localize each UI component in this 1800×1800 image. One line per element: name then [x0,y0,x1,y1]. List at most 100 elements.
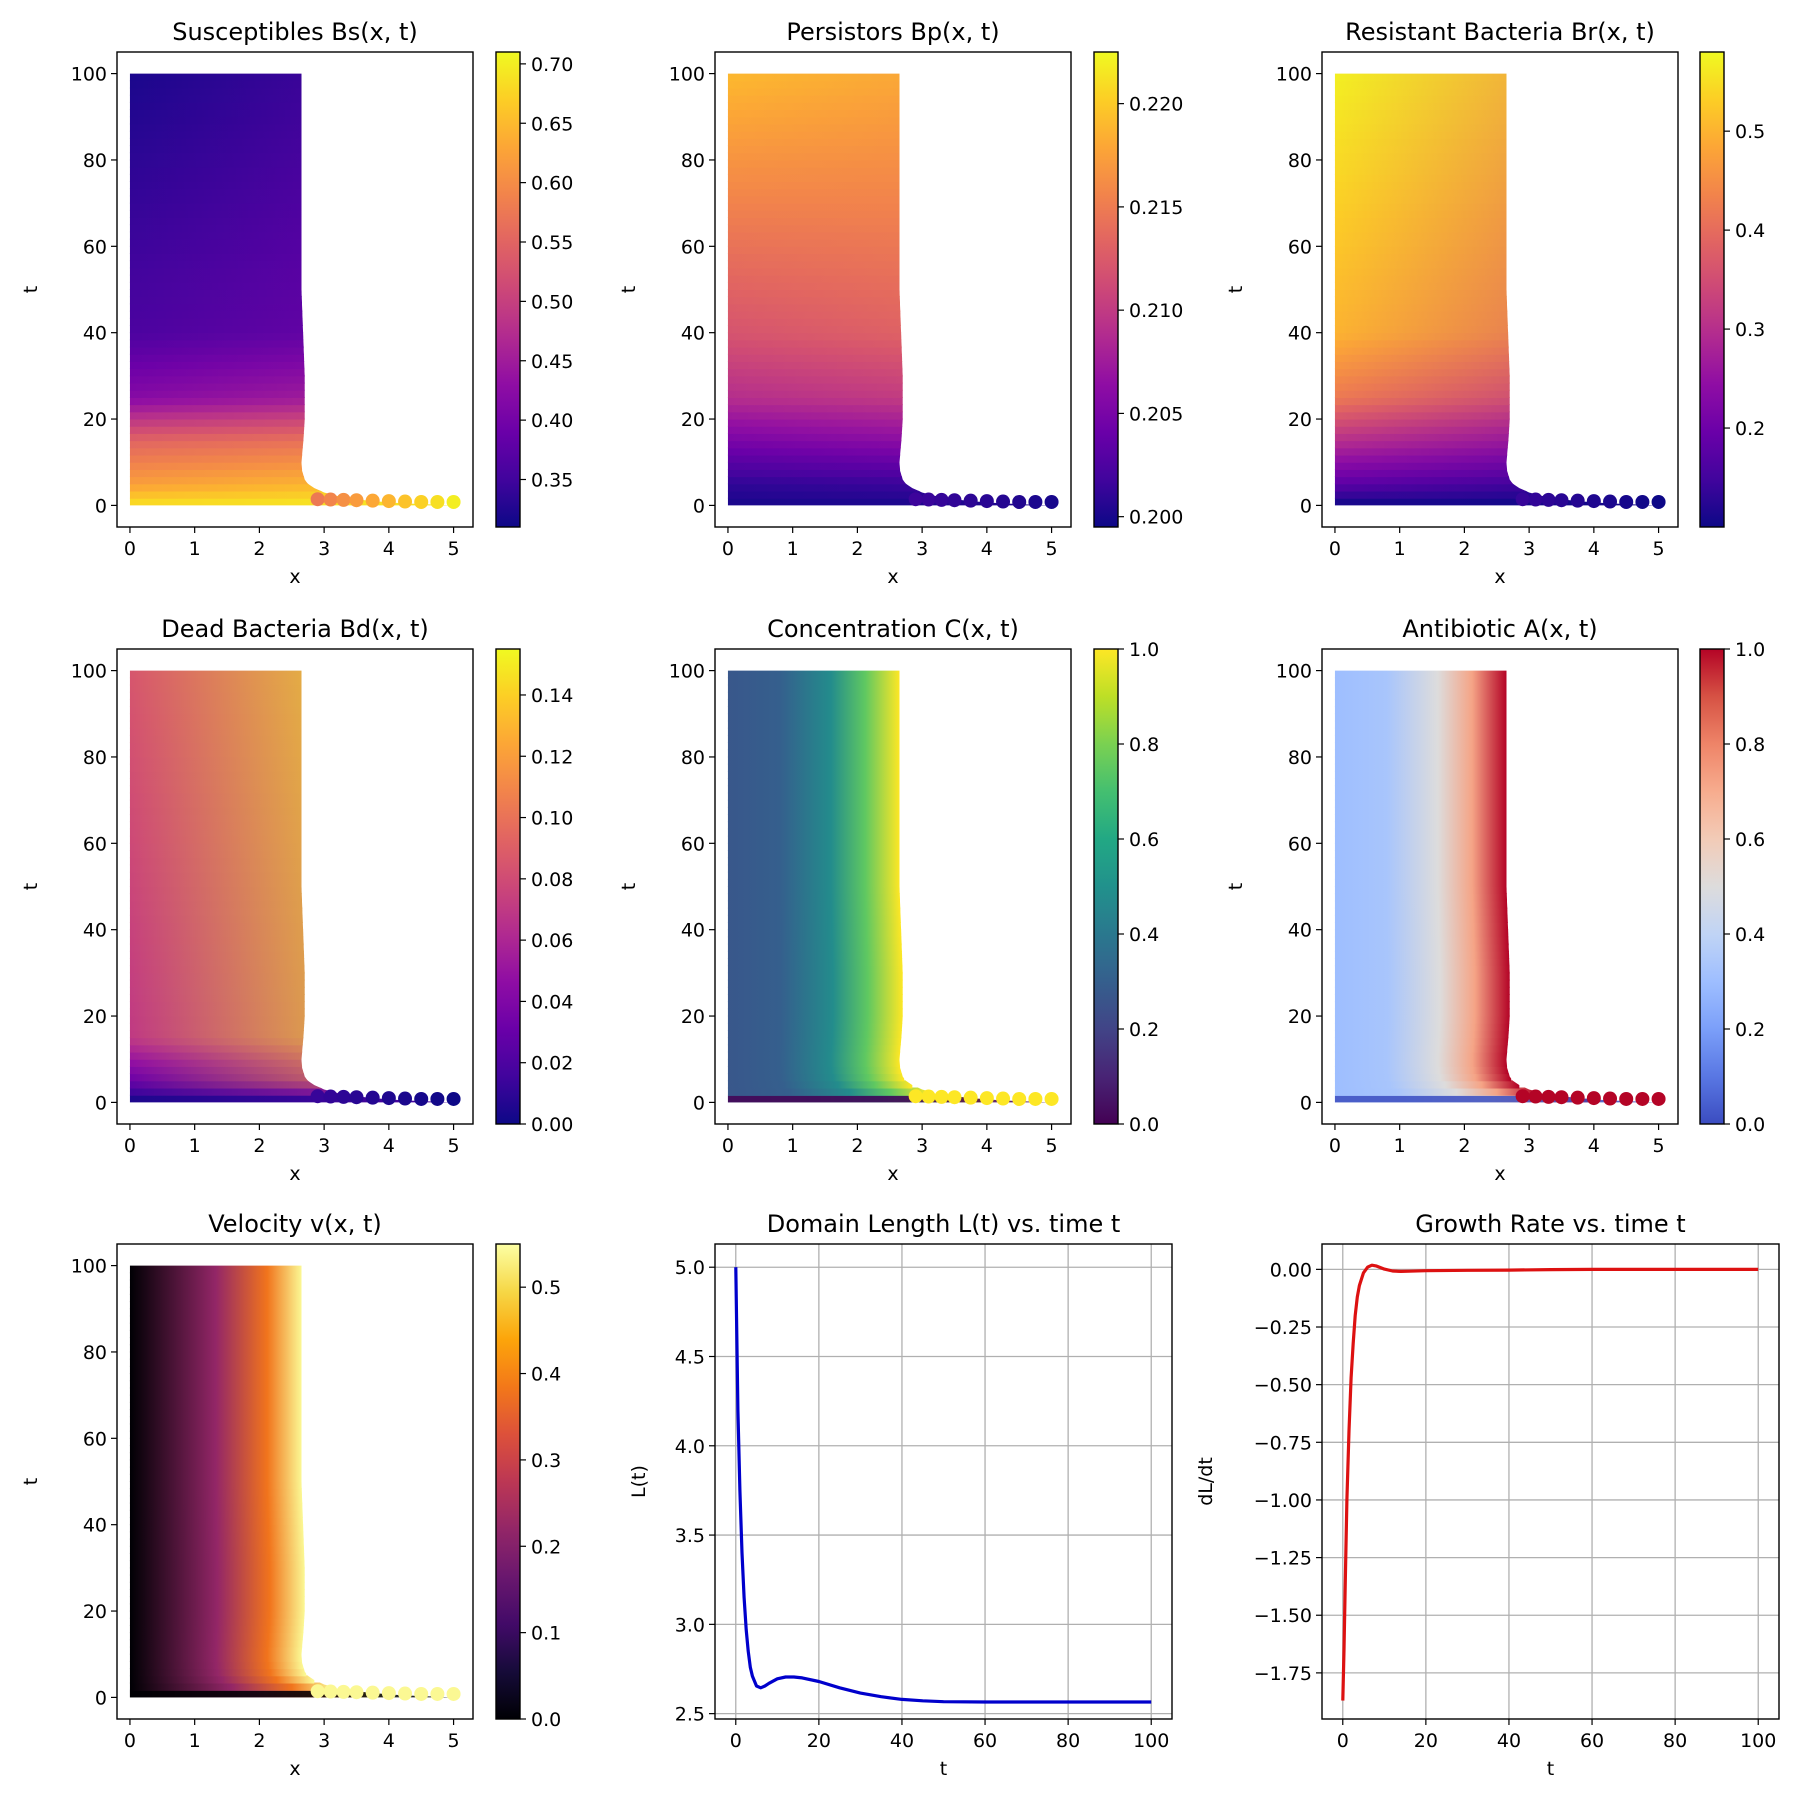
heatmap-band [727,238,1052,247]
x-tick-label: 100 [1133,1730,1169,1752]
heatmap-band [727,440,1052,449]
heatmap-band [129,1675,315,1684]
heatmap-initial-strip [727,1095,1052,1103]
x-tick-label: 4 [383,1135,395,1157]
heatmap-band [129,1531,305,1540]
heatmap-band [1334,116,1659,125]
x-tick-label: 80 [1056,1730,1080,1752]
x-tick-label: 1 [1394,1135,1406,1157]
heatmap-band [129,684,454,693]
heatmap-band [129,1473,303,1482]
x-tick-label: 60 [1580,1730,1604,1752]
tail-marker [323,1089,338,1104]
heatmap-band [727,447,1052,456]
heatmap-band [727,476,1052,485]
heatmap-band [129,440,454,449]
tail-marker [1570,493,1585,508]
heatmap-panel-1: 0 1 2 3 4 5 0 20 40 60 80 100 Susceptibles Bs(x, t) x… [20,18,573,588]
heatmap-band [1334,188,1659,197]
y-tick-label: 40 [681,920,705,942]
heatmap-field [129,1265,454,1698]
tail-marker [1528,1089,1543,1104]
y-tick-label: 40 [1288,323,1312,345]
colorbar-tick-label: 0.200 [1129,507,1183,529]
y-tick-label: 60 [83,833,107,855]
heatmap-band [129,425,454,434]
axes-frame [1321,1243,1780,1720]
heatmap-band [129,943,454,952]
heatmap-band [129,454,454,463]
colorbar: 0.0 0.2 0.4 0.6 0.8 1.0 [1093,639,1159,1136]
heatmap-band [727,1001,904,1010]
heatmap-band [727,73,1052,82]
x-tick-label: 5 [1653,538,1665,560]
heatmap-band [129,1308,303,1317]
heatmap-band [129,986,454,995]
heatmap-band [1334,440,1659,449]
x-tick-label: 5 [448,1135,460,1157]
heatmap-band [1334,1037,1510,1046]
heatmap-band [129,1560,306,1569]
tail-marker [1603,1091,1618,1106]
tail-marker [398,1091,413,1106]
heatmap-band [129,864,454,873]
y-tick-label: 4.0 [675,1436,705,1458]
heatmap-band [1334,245,1659,255]
heatmap-band [129,1344,303,1353]
heatmap-band [727,972,904,981]
y-tick-label: −0.50 [1254,1375,1312,1397]
tail-marker [1541,492,1556,507]
tail-marker [1541,1089,1556,1104]
heatmap-band [129,756,454,765]
tail-marker [381,1091,396,1106]
heatmap-band [1334,195,1659,204]
heatmap-band [727,375,1052,384]
heatmap-band [1334,1029,1510,1039]
heatmap-band [129,1094,454,1103]
x-axis-label: x [887,566,898,588]
heatmap-band [1334,857,1508,866]
y-tick-label: 40 [1288,920,1312,942]
heatmap-band [1334,907,1509,916]
heatmap-band [129,1588,306,1598]
heatmap-band [129,181,454,190]
heatmap-band [129,289,454,298]
heatmap-band [727,1065,902,1075]
heatmap-band [129,742,454,751]
heatmap-band [129,957,454,967]
heatmap-initial-strip [129,1690,454,1698]
y-tick-label: 0 [95,495,107,517]
heatmap-band [1334,411,1659,420]
heatmap-panel-3: 0 1 2 3 4 5 0 20 40 60 80 100 Resistant Bacteria Br(… [1225,18,1765,588]
heatmap-band [1334,73,1659,82]
heatmap-band [129,217,454,226]
heatmap-band [1334,749,1508,758]
heatmap-band [727,166,1052,175]
colorbar-tick-label: 0.2 [1735,1019,1765,1041]
heatmap-band [1334,1008,1511,1017]
heatmap-band [1334,979,1511,988]
heatmap-band [727,806,901,816]
heatmap-band [1334,152,1659,161]
heatmap-band [727,245,1052,255]
heatmap-band [129,1624,305,1634]
heatmap-band [129,1668,307,1677]
heatmap-band [727,425,1052,434]
chart-title: Dead Bacteria Bd(x, t) [161,615,429,643]
x-tick-label: 3 [916,1135,928,1157]
heatmap-band [129,1423,303,1432]
heatmap-band [727,1051,901,1060]
heatmap-band [1334,993,1511,1003]
heatmap-band [129,749,454,758]
x-tick-label: 1 [787,538,799,560]
heatmap-band [727,742,901,751]
tail-marker [1586,494,1601,509]
tail-marker [908,1089,923,1104]
tail-marker [1044,494,1059,509]
y-tick-label: 100 [71,661,107,683]
heatmap-band [129,821,454,830]
heatmap-band [727,778,901,787]
y-tick-label: 4.5 [675,1347,705,1369]
heatmap-band [1334,260,1659,269]
